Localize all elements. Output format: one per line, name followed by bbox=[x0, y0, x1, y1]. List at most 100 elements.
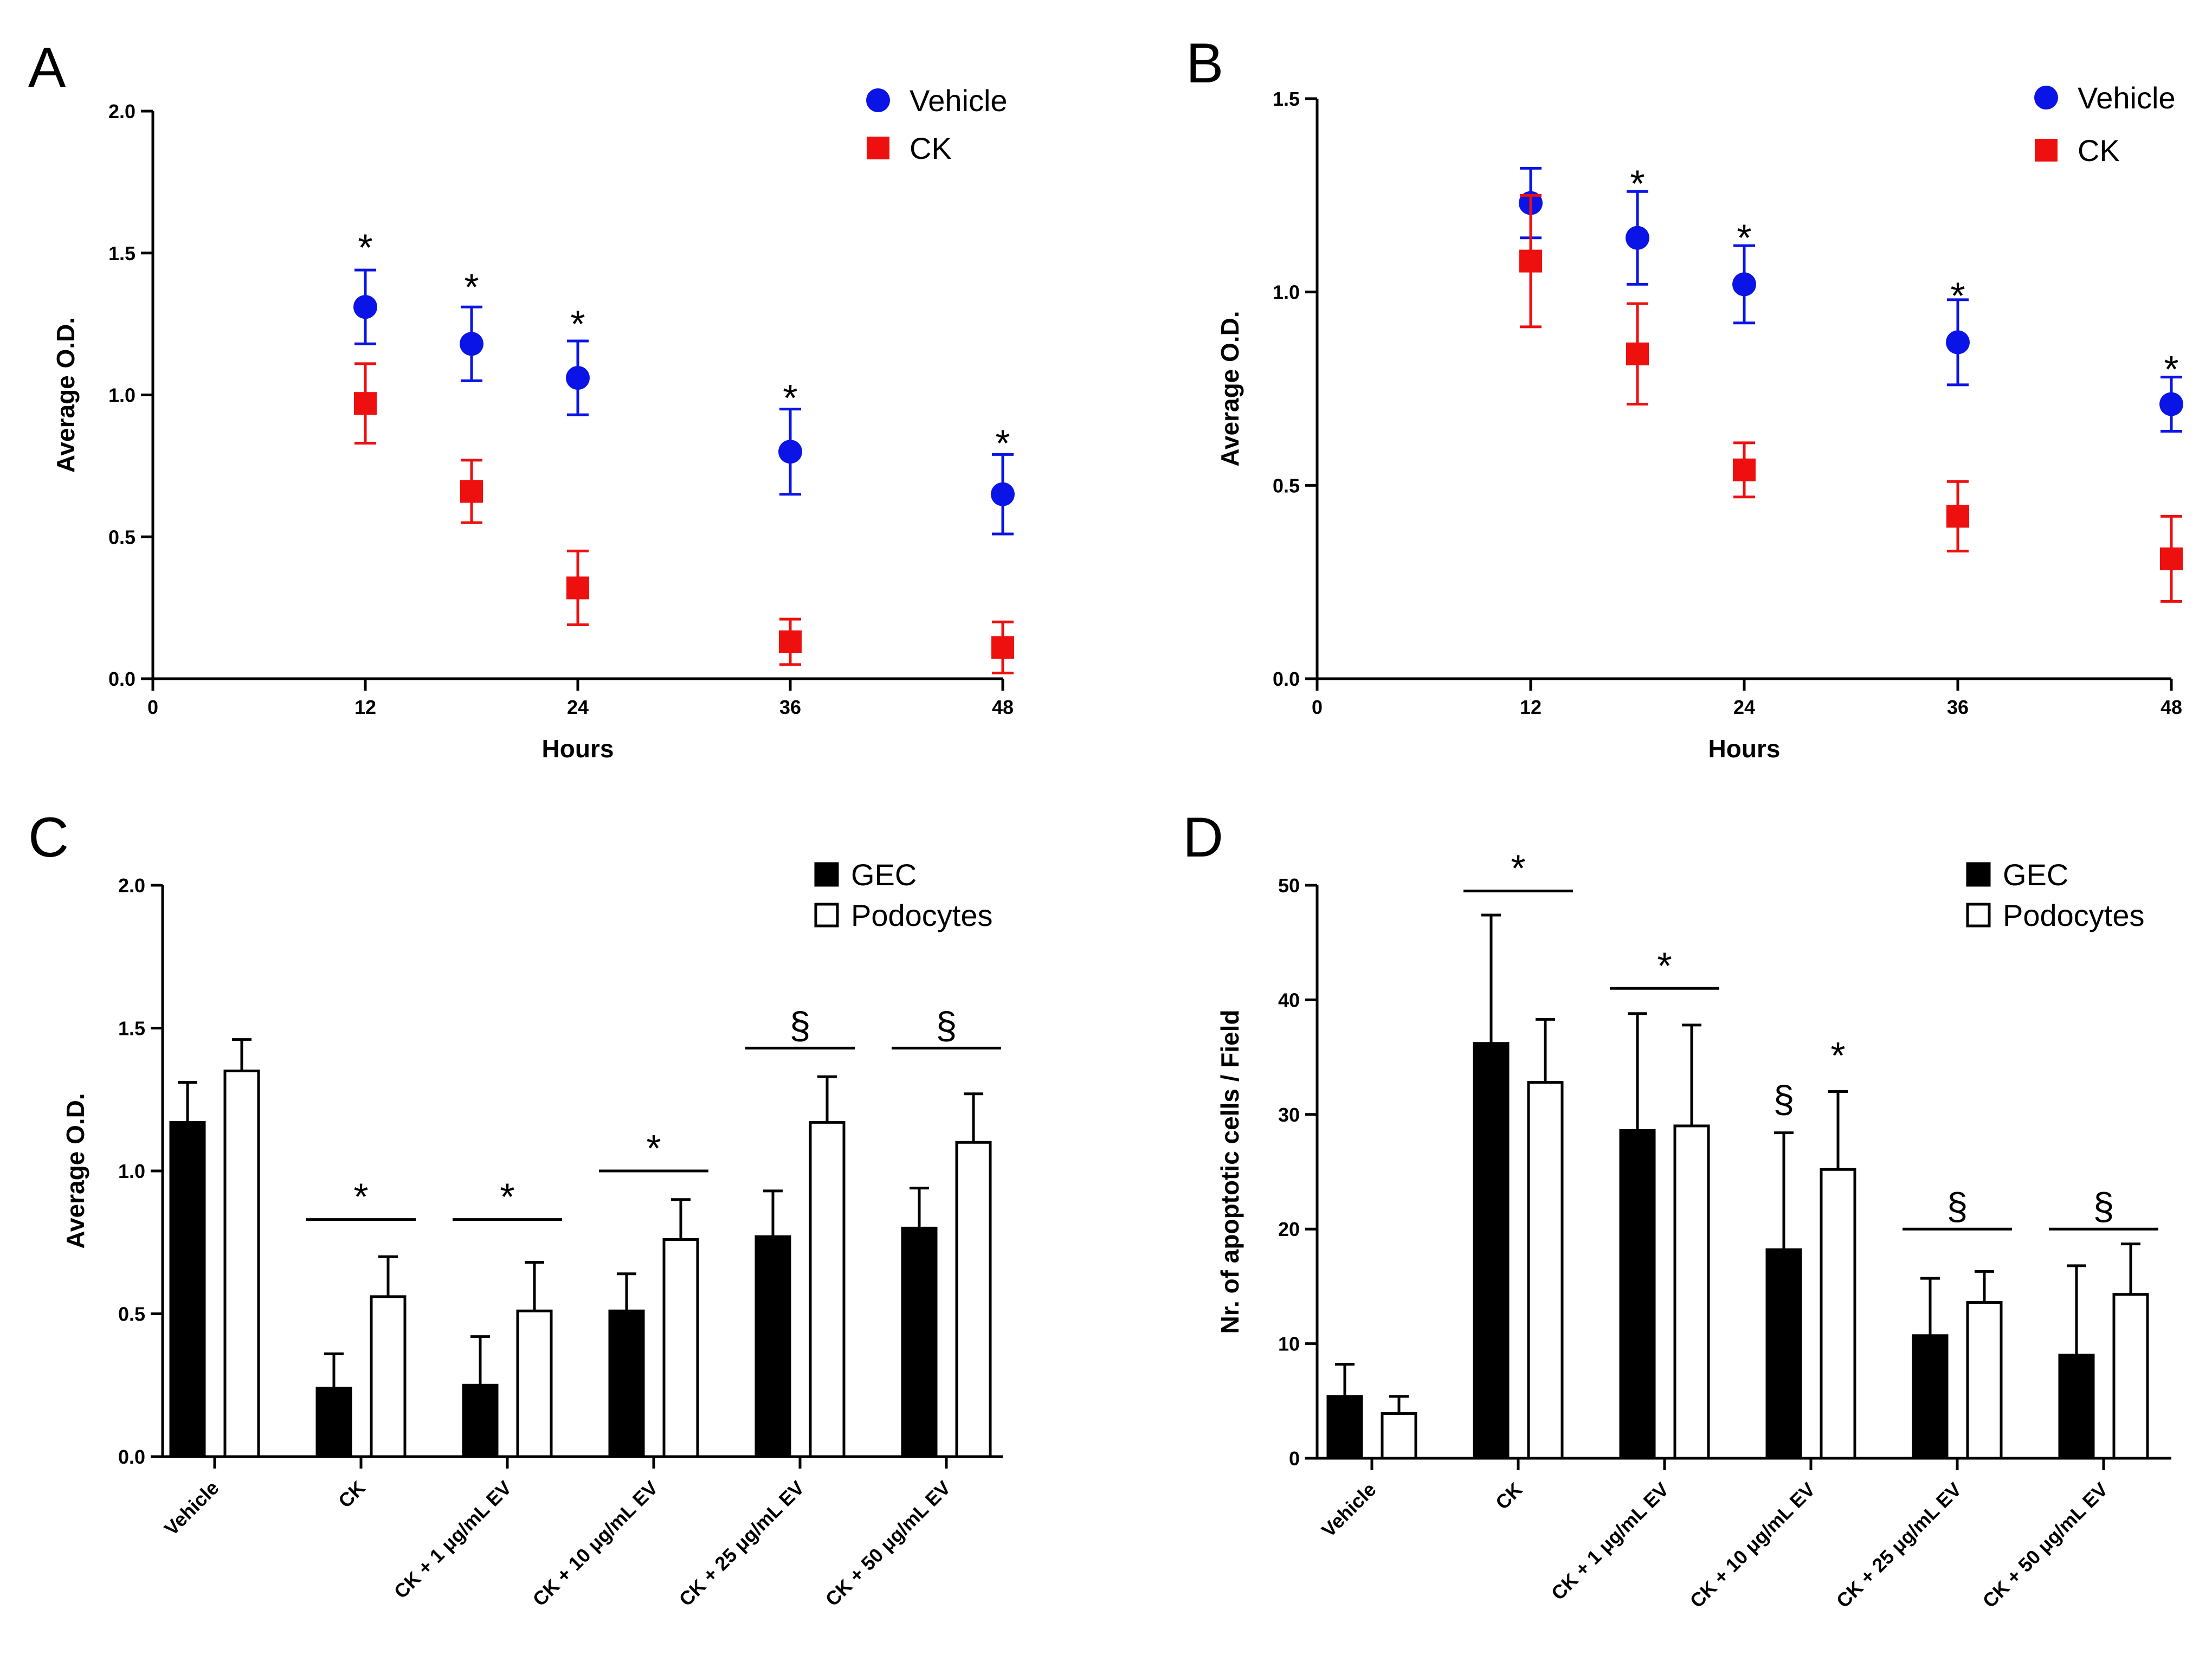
bar-podocytes bbox=[1381, 1412, 1417, 1460]
panel-c-chart: 0.0 0.5 1.0 1.5 2.0 Average O.D. GEC Podocytes V… bbox=[61, 858, 1003, 1611]
significance-mark: * bbox=[1950, 274, 1965, 317]
category-label: CK + 50 μg/mL EV bbox=[1978, 1478, 2112, 1612]
significance-mark: * bbox=[783, 377, 797, 419]
x-tick-label: 0 bbox=[147, 696, 158, 718]
y-axis-title: Average O.D. bbox=[61, 1093, 89, 1248]
significance-mark: * bbox=[646, 1127, 661, 1169]
y-tick-label: 0.0 bbox=[1273, 668, 1300, 690]
significance-mark: * bbox=[995, 422, 1010, 465]
legend-label: GEC bbox=[851, 858, 917, 892]
category-label: CK + 1 μg/mL EV bbox=[1547, 1478, 1673, 1605]
significance-mark: * bbox=[1830, 1034, 1845, 1077]
legend-marker-vehicle bbox=[866, 88, 890, 112]
data-point-ck bbox=[2160, 547, 2183, 570]
significance-mark: * bbox=[1511, 847, 1525, 890]
bar-gec bbox=[754, 1235, 791, 1458]
legend-label: Vehicle bbox=[910, 83, 1008, 118]
bar-podocytes bbox=[1527, 1081, 1564, 1460]
data-point-vehicle bbox=[566, 366, 590, 390]
bar-gec bbox=[2058, 1354, 2095, 1460]
data-point-vehicle bbox=[2159, 392, 2183, 416]
bar-gec bbox=[901, 1226, 938, 1458]
legend-marker-ck bbox=[2035, 139, 2058, 162]
bar-gec bbox=[1473, 1042, 1510, 1460]
x-tick-label: 24 bbox=[1733, 696, 1755, 718]
x-tick-label: 0 bbox=[1312, 696, 1323, 718]
significance-mark: § bbox=[790, 1004, 811, 1046]
x-axis-title: Hours bbox=[1708, 735, 1781, 763]
x-tick-label: 12 bbox=[1520, 696, 1542, 718]
legend-swatch-gec bbox=[1966, 862, 1991, 887]
data-point-ck bbox=[1626, 342, 1649, 365]
y-tick-label: 2.0 bbox=[108, 100, 136, 123]
significance-mark: * bbox=[464, 266, 479, 308]
category-label: Vehicle bbox=[1317, 1478, 1381, 1542]
bar-podocytes bbox=[223, 1070, 260, 1458]
category-label: CK + 10 μg/mL EV bbox=[528, 1477, 662, 1611]
bar-gec bbox=[1912, 1334, 1949, 1460]
y-tick-label: 30 bbox=[1278, 1104, 1300, 1126]
bar-gec bbox=[1326, 1395, 1363, 1460]
category-label: CK + 25 μg/mL EV bbox=[675, 1477, 809, 1611]
y-axis-title: Nr. of apoptotic cells / Field bbox=[1216, 1009, 1244, 1334]
data-point-ck bbox=[1946, 505, 1969, 528]
bar-podocytes bbox=[662, 1238, 699, 1458]
significance-mark: § bbox=[936, 1004, 957, 1046]
y-tick-label: 0.5 bbox=[1273, 474, 1300, 497]
legend-swatch-podocytes bbox=[1966, 903, 1991, 928]
x-tick-label: 12 bbox=[354, 696, 376, 718]
bar-gec bbox=[608, 1309, 645, 1458]
y-tick-label: 20 bbox=[1278, 1218, 1300, 1240]
category-label: CK + 10 μg/mL EV bbox=[1686, 1478, 1820, 1612]
data-point-ck bbox=[779, 630, 802, 653]
x-tick-label: 48 bbox=[992, 696, 1014, 718]
significance-mark: * bbox=[1657, 944, 1672, 987]
x-tick-label: 48 bbox=[2161, 696, 2182, 718]
bar-gec bbox=[169, 1121, 206, 1458]
legend-marker-vehicle bbox=[2034, 86, 2058, 110]
data-point-vehicle bbox=[1626, 226, 1649, 250]
panel-letter-a: A bbox=[28, 36, 66, 99]
data-point-vehicle bbox=[460, 332, 483, 356]
panel-a-chart: 0.0 0.5 1.0 1.5 2.0 Average O.D. Vehicle CK 0 12 2… bbox=[51, 83, 1015, 763]
x-tick-label: 36 bbox=[779, 696, 801, 718]
bar-podocytes bbox=[1966, 1301, 2003, 1460]
panel-d-chart: 0 10 20 30 40 50 Nr. of apoptotic cells / Fiel… bbox=[1216, 847, 2171, 1612]
legend-label: CK bbox=[2078, 133, 2120, 168]
legend-label: Vehicle bbox=[2078, 81, 2176, 115]
y-tick-label: 1.5 bbox=[1273, 88, 1300, 110]
significance-mark: * bbox=[500, 1176, 514, 1218]
bar-podocytes bbox=[1820, 1168, 1856, 1460]
legend-label: CK bbox=[910, 131, 952, 165]
y-tick-label: 0.0 bbox=[108, 668, 136, 690]
category-label: Vehicle bbox=[160, 1477, 223, 1540]
panel-letter-c: C bbox=[28, 806, 69, 869]
legend-label: Podocytes bbox=[851, 898, 993, 932]
data-point-ck bbox=[1519, 249, 1542, 273]
panel-b-chart: 0.0 0.5 1.0 1.5 Average O.D. Vehicle CK 0 12 24 36… bbox=[1216, 81, 2183, 763]
significance-mark: * bbox=[358, 226, 372, 268]
panel-letter-b: B bbox=[1186, 32, 1223, 95]
bar-podocytes bbox=[516, 1309, 553, 1458]
category-label: CK + 25 μg/mL EV bbox=[1832, 1478, 1966, 1612]
bar-gec bbox=[1765, 1248, 1802, 1460]
category-label: CK bbox=[1491, 1478, 1527, 1514]
data-point-vehicle bbox=[353, 295, 377, 319]
y-tick-label: 0.0 bbox=[118, 1446, 145, 1468]
bar-gec bbox=[1619, 1129, 1656, 1460]
category-label: CK + 50 μg/mL EV bbox=[821, 1477, 955, 1611]
bar-gec bbox=[315, 1387, 352, 1458]
data-point-ck bbox=[566, 576, 589, 600]
category-label: CK bbox=[334, 1477, 370, 1512]
bar-podocytes bbox=[1673, 1124, 1710, 1460]
legend-label: Podocytes bbox=[2003, 898, 2145, 932]
legend-swatch-podocytes bbox=[814, 903, 839, 928]
y-tick-label: 0 bbox=[1289, 1447, 1300, 1470]
y-tick-label: 1.5 bbox=[108, 242, 136, 265]
bar-podocytes bbox=[955, 1141, 992, 1458]
significance-mark: * bbox=[1737, 216, 1751, 259]
y-tick-label: 2.0 bbox=[118, 874, 145, 897]
x-tick-label: 36 bbox=[1947, 696, 1969, 718]
bar-podocytes bbox=[370, 1295, 407, 1458]
